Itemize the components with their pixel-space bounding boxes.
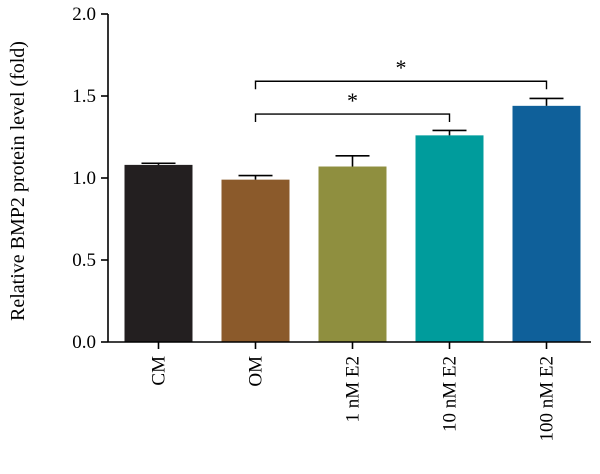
y-tick-label: 2.0 <box>72 4 96 25</box>
x-tick-label: OM <box>246 356 267 387</box>
y-tick-label: 1.0 <box>72 168 96 189</box>
x-tick-label: 1 nM E2 <box>343 356 364 423</box>
bar <box>512 105 581 342</box>
y-tick-label: 0.5 <box>72 250 96 271</box>
significance-label: * <box>396 55 407 80</box>
y-axis-title: Relative BMP2 protein level (fold) <box>7 41 29 321</box>
significance-bracket <box>254 113 451 123</box>
x-tick-label: 10 nM E2 <box>440 356 461 432</box>
x-tick-label: 100 nM E2 <box>537 356 558 442</box>
significance-bracket <box>254 80 548 90</box>
bar <box>221 179 290 342</box>
significance-label: * <box>347 88 358 113</box>
bar <box>415 135 484 342</box>
bar <box>318 166 387 342</box>
y-tick-label: 1.5 <box>72 86 96 107</box>
bar <box>124 164 193 342</box>
y-tick-label: 0.0 <box>72 332 96 353</box>
y-axis: 0.0 0.5 1.0 1.5 2.0 <box>72 4 109 353</box>
x-tick-label: CM <box>149 356 170 386</box>
x-axis: CM OM 1 nM E2 10 nM E2 100 nM E2 <box>108 341 591 442</box>
significance-brackets: ** <box>254 55 548 123</box>
bars <box>124 97 581 342</box>
